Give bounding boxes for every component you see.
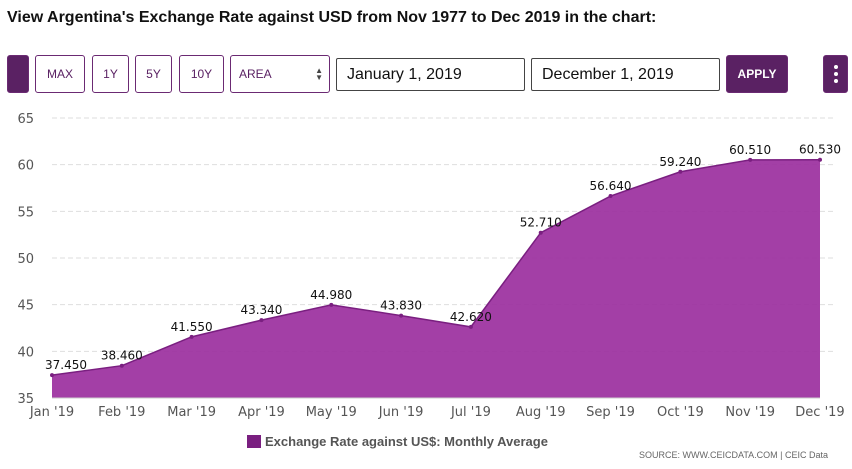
data-point[interactable] [399, 313, 404, 318]
x-tick-label: Mar '19 [167, 405, 216, 420]
data-point[interactable] [538, 230, 543, 235]
data-point[interactable] [50, 373, 54, 378]
data-label: 38.460 [101, 349, 143, 363]
data-point[interactable] [329, 302, 334, 307]
x-axis: Jan '19 Feb '19 Mar '19 Apr '19 May '19 Jun '… [29, 397, 845, 420]
chart-legend[interactable]: Exchange Rate against US$: Monthly Avera… [247, 434, 548, 449]
data-point[interactable] [468, 324, 473, 329]
range-max-button[interactable]: MAX [35, 55, 85, 93]
legend-swatch-icon [247, 435, 261, 448]
y-tick-label: 35 [17, 392, 34, 407]
data-label: 60.510 [729, 143, 771, 157]
series-layer [50, 157, 822, 398]
x-tick-label: Jul '19 [450, 405, 491, 420]
apply-button[interactable]: APPLY [726, 55, 788, 93]
x-tick-label: Jan '19 [29, 405, 74, 420]
x-tick-label: Apr '19 [238, 405, 285, 420]
select-arrows-icon: ▲ ▼ [315, 66, 323, 82]
chart-area: 35 40 45 50 55 60 65 Jan '19 Feb '19 Mar '19 Apr … [17, 112, 845, 420]
range-10y-button[interactable]: 10Y [179, 55, 224, 93]
x-tick-label: Nov '19 [725, 405, 775, 420]
data-point[interactable] [119, 363, 124, 368]
chart-type-value: AREA [239, 67, 272, 81]
toolbar-left-tab[interactable] [7, 55, 29, 93]
x-tick-label: Dec '19 [795, 405, 844, 420]
x-tick-label: Jun '19 [378, 405, 424, 420]
data-label: 52.710 [520, 216, 562, 230]
x-tick-label: May '19 [306, 405, 357, 420]
chart-type-select[interactable]: AREA ▲ ▼ [230, 55, 330, 93]
y-tick-label: 60 [17, 159, 34, 174]
data-label: 44.980 [310, 288, 352, 302]
series-line [51, 158, 821, 376]
data-label: 41.550 [171, 320, 213, 334]
legend-label: Exchange Rate against US$: Monthly Avera… [265, 434, 548, 449]
data-point[interactable] [189, 334, 194, 339]
y-axis: 35 40 45 50 55 60 65 [17, 112, 34, 407]
start-date-input[interactable]: January 1, 2019 [336, 58, 525, 91]
data-point[interactable] [678, 169, 683, 174]
x-tick-label: Sep '19 [586, 405, 635, 420]
data-label: 42.620 [450, 310, 492, 324]
y-tick-label: 55 [17, 205, 34, 220]
y-tick-label: 40 [17, 345, 34, 360]
more-options-icon[interactable] [823, 55, 848, 93]
data-point[interactable] [259, 318, 264, 323]
series-area [52, 159, 820, 398]
x-tick-label: Feb '19 [98, 405, 145, 420]
data-label: 37.450 [45, 358, 87, 372]
end-date-input[interactable]: December 1, 2019 [531, 58, 720, 91]
data-point[interactable] [748, 157, 753, 162]
y-tick-label: 65 [17, 112, 34, 127]
data-labels: 37.450 38.460 41.550 43.340 44.980 43.830 42.6… [45, 143, 841, 372]
data-point[interactable] [818, 157, 822, 162]
data-label: 59.240 [659, 155, 701, 169]
data-label: 60.530 [799, 143, 841, 157]
range-1y-button[interactable]: 1Y [92, 55, 129, 93]
page-title: View Argentina's Exchange Rate against U… [7, 9, 657, 26]
data-point[interactable] [608, 194, 613, 199]
y-tick-label: 50 [17, 252, 34, 267]
x-tick-label: Aug '19 [516, 405, 566, 420]
y-tick-label: 45 [17, 299, 34, 314]
data-label: 43.340 [240, 303, 282, 317]
chart-toolbar: MAX 1Y 5Y 10Y AREA ▲ ▼ January 1, 2019 De… [7, 55, 852, 95]
data-label: 56.640 [590, 179, 632, 193]
source-credit: SOURCE: WWW.CEICDATA.COM | CEIC Data [638, 450, 828, 460]
data-label: 43.830 [380, 299, 422, 313]
range-5y-button[interactable]: 5Y [135, 55, 172, 93]
x-tick-label: Oct '19 [657, 405, 704, 420]
